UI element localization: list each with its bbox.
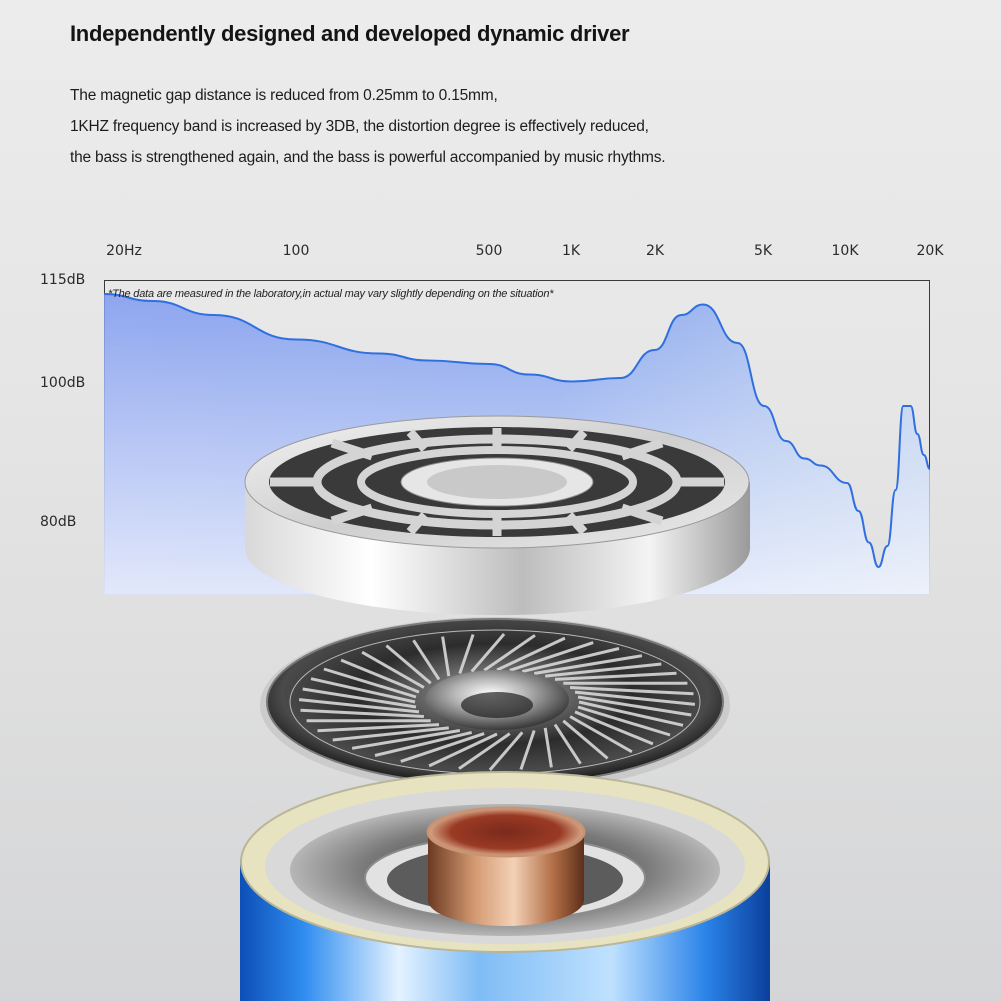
y-tick-label: 100dB [40,375,86,391]
diaphragm-vane [332,726,449,742]
diaphragm-vane [577,695,692,717]
diaphragm-vane [400,732,485,763]
diaphragm-vane [509,641,594,672]
diaphragm-vane [298,698,420,714]
diaphragm-vane [533,654,643,675]
x-tick-label: 100 [282,243,310,259]
diaphragm-vane [340,658,420,694]
diaphragm-vane [302,687,417,709]
diaphragm-vane [310,677,416,704]
x-tick-label: 20Hz [106,243,142,259]
diaphragm-vane [578,700,684,727]
x-tick-label: 2K [645,243,665,259]
diaphragm-vane [545,662,662,678]
diaphragm-vane [562,719,609,760]
diaphragm-vane [458,634,475,674]
voice-coil-housing [240,771,770,1001]
diaphragm-vane [374,730,473,757]
diaphragm-vane [570,686,694,696]
diaphragm-vane [574,710,654,746]
diaphragm-vane [521,647,620,674]
diaphragm-vane [361,650,425,689]
diaphragm-vane [385,644,432,685]
diaphragm-vane [317,723,440,733]
diaphragm-vane [428,732,498,768]
x-tick-label: 20K [916,243,944,259]
chart-note: *The data are measured in the laboratory… [108,288,554,300]
diaphragm-vane [553,723,582,765]
y-tick-label: 80dB [40,514,77,530]
diaphragm-vane [569,715,633,754]
diaphragm-vane [412,639,441,681]
diaphragm-vane [441,636,451,677]
x-tick-label: 10K [831,243,859,259]
description-line-3: the bass is strengthened again, and the … [70,149,666,166]
headline: Independently designed and developed dyn… [70,21,630,46]
y-tick-label: 115dB [40,272,86,288]
diaphragm-vane [543,727,553,768]
diaphragm-vane [483,634,536,672]
diaphragm-vane [577,705,671,737]
diaphragm [260,617,730,793]
magnet-ring [244,415,750,616]
diaphragm-vane [351,729,461,750]
diaphragm-vane [488,731,524,771]
diaphragm-vane [496,636,566,672]
diaphragm-vane [519,730,536,770]
diaphragm-vane [300,708,424,718]
diaphragm-vane [470,633,506,673]
diaphragm-vane [323,667,417,699]
diaphragm-vane [574,690,696,706]
x-tick-label: 500 [475,243,503,259]
response-line [103,293,931,569]
x-tick-label: 5K [753,243,773,259]
description-line-2: 1KHZ frequency band is increased by 3DB,… [70,118,649,135]
diaphragm-vane [458,732,511,770]
x-tick-label: 1K [561,243,581,259]
description-line-1: The magnetic gap distance is reduced fro… [70,87,498,104]
diaphragm-vane [554,671,677,681]
